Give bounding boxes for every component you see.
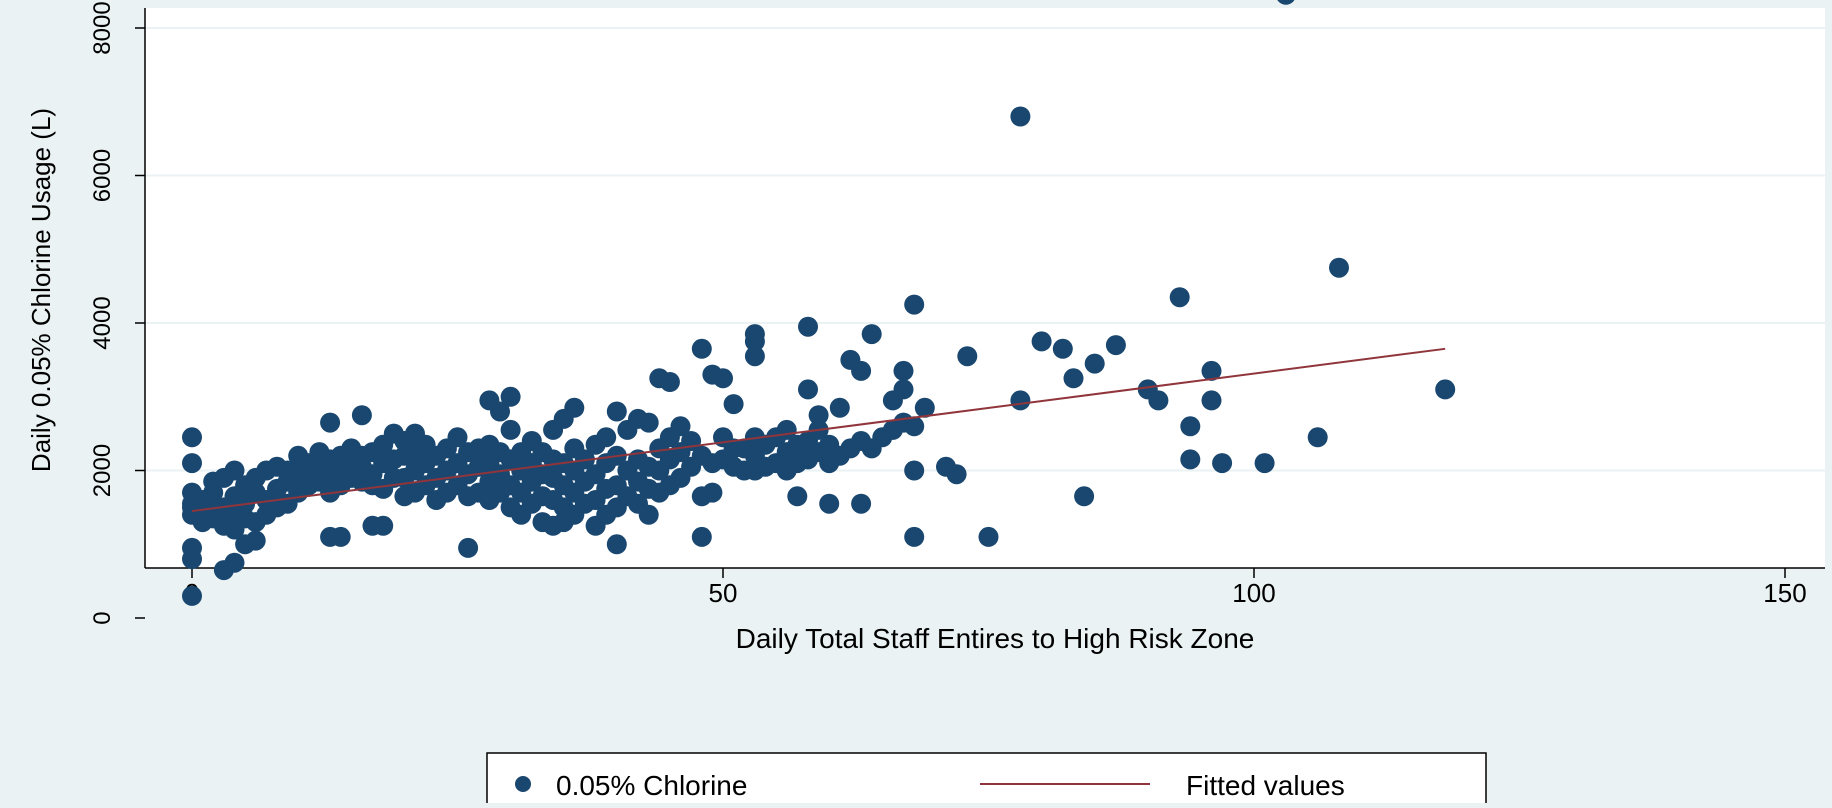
scatter-point — [330, 526, 351, 547]
scatter-point — [1307, 427, 1328, 448]
scatter-point — [182, 453, 202, 474]
x-tick-label: 100 — [1232, 578, 1275, 608]
y-tick-label: 6000 — [89, 149, 116, 202]
scatter-point — [638, 504, 659, 525]
scatter-point — [224, 460, 245, 481]
scatter-point — [1277, 0, 1295, 5]
scatter-point — [808, 405, 829, 426]
scatter-point — [851, 360, 872, 381]
scatter-point — [744, 346, 765, 367]
scatter-point — [957, 346, 978, 367]
scatter-point — [861, 324, 882, 345]
scatter-point — [904, 526, 925, 547]
scatter-point — [320, 412, 341, 433]
scatter-point — [182, 537, 202, 558]
scatter-point — [744, 324, 765, 345]
scatter-point — [606, 401, 627, 422]
scatter-point — [1148, 390, 1169, 411]
scatter-point — [691, 526, 712, 547]
scatter-point — [713, 368, 733, 389]
scatter-point — [1074, 486, 1095, 507]
scatter-point — [1063, 368, 1084, 389]
scatter-point — [245, 530, 266, 551]
scatter-point — [904, 294, 925, 315]
scatter-point — [978, 526, 999, 547]
scatter-point — [819, 493, 840, 514]
scatter-point — [596, 427, 617, 448]
scatter-point — [1180, 416, 1201, 437]
scatter-point — [946, 464, 967, 485]
x-tick-label: 150 — [1763, 578, 1806, 608]
scatter-point — [1329, 257, 1349, 278]
scatter-point — [659, 372, 680, 392]
plot-area — [145, 8, 1825, 568]
scatter-point — [691, 338, 712, 359]
scatter-point — [606, 534, 627, 555]
scatter-point — [224, 552, 245, 573]
scatter-point — [904, 416, 925, 437]
scatter-point — [829, 397, 850, 418]
scatter-point — [1169, 287, 1190, 308]
scatter-point — [182, 585, 202, 606]
scatter-point — [1031, 331, 1052, 352]
legend-label-scatter: 0.05% Chlorine — [556, 770, 747, 801]
scatter-point — [798, 379, 818, 400]
scatter-point — [904, 460, 925, 481]
scatter-point — [500, 386, 521, 407]
scatter-point — [500, 419, 521, 440]
scatter-point — [458, 537, 479, 558]
scatter-point — [447, 427, 468, 448]
x-axis-title: Daily Total Staff Entires to High Risk Z… — [736, 623, 1255, 654]
scatter-point — [723, 394, 744, 415]
scatter-point — [893, 360, 914, 381]
scatter-point — [1105, 335, 1126, 356]
scatter-point — [351, 405, 372, 426]
scatter-point — [1010, 390, 1031, 411]
scatter-point — [670, 416, 691, 437]
scatter-point — [1010, 106, 1031, 127]
scatter-point — [851, 493, 872, 514]
scatter-point — [182, 427, 202, 448]
legend-marker-scatter — [515, 776, 531, 792]
scatter-point — [798, 316, 818, 337]
legend-label-line: Fitted values — [1186, 770, 1345, 801]
scatter-point — [1435, 379, 1456, 400]
scatter-point — [1201, 360, 1222, 381]
scatter-point — [1212, 453, 1233, 474]
legend-box — [486, 752, 1487, 808]
scatter-point — [1052, 338, 1073, 359]
x-tick-label: 50 — [709, 578, 738, 608]
y-tick-label: 2000 — [89, 444, 116, 497]
scatter-point — [1201, 390, 1222, 411]
scatter-point — [373, 515, 394, 536]
scatter-point — [893, 379, 914, 400]
fitted-line — [191, 347, 1446, 513]
scatter-point — [1254, 453, 1275, 474]
scatter-point — [1084, 353, 1105, 374]
y-tick-label: 4000 — [89, 296, 116, 349]
y-tick-label: 8000 — [89, 1, 116, 54]
y-axis-title: Daily 0.05% Chlorine Usage (L) — [26, 108, 56, 472]
scatter-point — [490, 401, 510, 422]
scatter-point — [787, 486, 808, 507]
scatter-point — [1180, 449, 1201, 470]
scatter-point — [564, 397, 585, 418]
y-tick-label: 0 — [89, 611, 116, 624]
scatter-point — [638, 412, 659, 433]
scatter-point — [914, 397, 935, 418]
scatter-point — [702, 482, 723, 503]
